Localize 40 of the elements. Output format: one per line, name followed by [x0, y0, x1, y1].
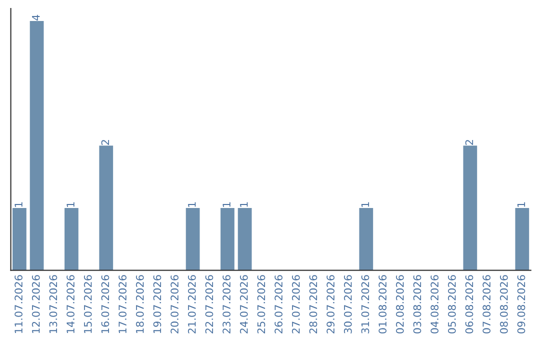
x-tick-label: 17.07.2026 — [118, 275, 126, 333]
data-label: 1 — [517, 202, 526, 207]
x-tick-label: 23.07.2026 — [222, 275, 230, 334]
x-tick-label: 22.07.2026 — [205, 275, 214, 334]
x-tick-label: 05.08.2026 — [448, 275, 456, 334]
x-tick-label: 03.08.2026 — [413, 275, 422, 334]
x-tick-label: 08.08.2026 — [500, 275, 508, 334]
x-tick-label: 28.07.2026 — [309, 275, 318, 334]
x-tick-label: 21.07.2026 — [188, 275, 196, 334]
data-label: 1 — [240, 202, 248, 207]
x-tick-label: 12.07.2026 — [32, 275, 40, 333]
data-label: 1 — [14, 202, 22, 207]
data-label: 4 — [32, 14, 40, 20]
x-tick-label: 29.07.2026 — [326, 275, 334, 334]
x-tick-label: 02.08.2026 — [396, 275, 404, 334]
x-tick-label: 24.07.2026 — [240, 275, 248, 334]
x-tick-label: 15.07.2026 — [84, 275, 92, 333]
x-tick-label: 30.07.2026 — [344, 275, 352, 334]
data-label: 2 — [101, 140, 110, 145]
x-tick-label: 01.08.2026 — [378, 275, 387, 334]
x-tick-label: 11.07.2026 — [14, 275, 22, 333]
x-tick-label: 09.08.2026 — [517, 275, 526, 334]
x-tick-label: 18.07.2026 — [136, 275, 144, 333]
data-label: 1 — [188, 202, 196, 207]
x-tick-label: 25.07.2026 — [257, 275, 266, 334]
data-label: 1 — [222, 202, 230, 207]
x-tick-label: 04.08.2026 — [430, 275, 439, 334]
x-tick-label: 31.07.2026 — [361, 275, 370, 334]
x-tick-label: 16.07.2026 — [101, 275, 110, 333]
x-tick-label: 13.07.2026 — [49, 275, 58, 333]
x-tick-label: 26.07.2026 — [274, 275, 282, 334]
x-tick-label: 19.07.2026 — [153, 275, 162, 333]
data-label: 1 — [361, 202, 370, 207]
data-label: 1 — [66, 202, 74, 207]
x-tick-label: 14.07.2026 — [66, 275, 74, 333]
x-tick-label: 20.07.2026 — [170, 275, 178, 334]
data-label: 2 — [465, 140, 474, 145]
x-tick-label: 07.08.2026 — [482, 275, 491, 334]
x-tick-label: 06.08.2026 — [465, 275, 474, 334]
x-tick-label: 27.07.2026 — [292, 275, 300, 334]
